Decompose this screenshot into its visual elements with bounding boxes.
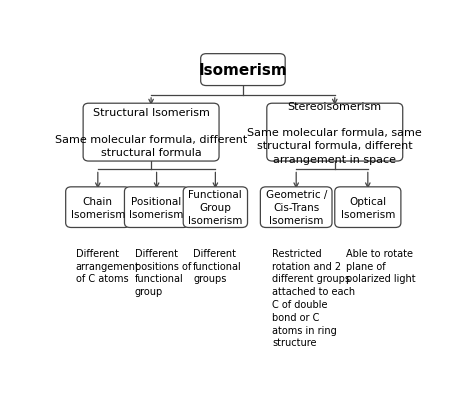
Text: Optical
Isomerism: Optical Isomerism xyxy=(341,196,395,219)
FancyBboxPatch shape xyxy=(335,188,401,228)
Text: Functional
Group
Isomerism: Functional Group Isomerism xyxy=(188,190,243,226)
FancyBboxPatch shape xyxy=(267,104,403,162)
Text: Different
functional
groups: Different functional groups xyxy=(193,248,242,284)
Text: Positional
Isomerism: Positional Isomerism xyxy=(129,196,184,219)
Text: Restricted
rotation and 2
different groups
attached to each
C of double
bond or : Restricted rotation and 2 different grou… xyxy=(272,248,356,347)
Text: Different
arrangement
of C atoms: Different arrangement of C atoms xyxy=(76,248,140,284)
FancyBboxPatch shape xyxy=(183,188,247,228)
FancyBboxPatch shape xyxy=(83,104,219,162)
Text: Able to rotate
plane of
polarized light: Able to rotate plane of polarized light xyxy=(346,248,415,284)
FancyBboxPatch shape xyxy=(125,188,189,228)
FancyBboxPatch shape xyxy=(66,188,130,228)
FancyBboxPatch shape xyxy=(260,188,332,228)
Text: Different
positions of
functional
group: Different positions of functional group xyxy=(135,248,191,296)
Text: Chain
Isomerism: Chain Isomerism xyxy=(71,196,125,219)
FancyBboxPatch shape xyxy=(201,55,285,86)
Text: Geometric /
Cis-Trans
Isomerism: Geometric / Cis-Trans Isomerism xyxy=(265,190,327,226)
Text: Stereoisomerism

Same molecular formula, same
structural formula, different
arra: Stereoisomerism Same molecular formula, … xyxy=(247,102,422,164)
Text: Structural Isomerism

Same molecular formula, different
structural formula: Structural Isomerism Same molecular form… xyxy=(55,108,247,158)
Text: Isomerism: Isomerism xyxy=(199,63,287,78)
